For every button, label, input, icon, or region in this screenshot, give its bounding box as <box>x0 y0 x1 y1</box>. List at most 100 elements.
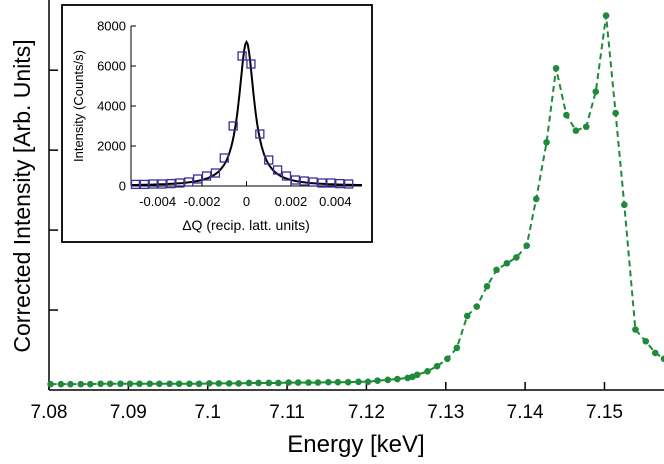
inset-data-point <box>139 179 149 190</box>
main-data-point <box>86 380 94 388</box>
inset-data-point <box>184 177 194 187</box>
main-data-point <box>255 379 262 387</box>
main-data-point <box>126 380 134 388</box>
inset-data-point <box>317 178 327 188</box>
inset-y-axis-label: Intensity (Counts/s) <box>71 50 86 162</box>
main-data-point <box>285 379 292 386</box>
main-data-point <box>235 380 242 387</box>
main-data-point <box>294 379 302 386</box>
inset-data-point <box>210 168 221 178</box>
main-data-point <box>265 379 273 387</box>
main-data-point <box>334 378 342 386</box>
inset-axis-ticks: -0.004 -0.002 0 0.002 0.004 0 2000 4000 6000 8000 <box>97 19 352 210</box>
main-data-point <box>117 380 124 388</box>
inset-data-point <box>201 171 212 181</box>
main-data-point <box>473 303 481 310</box>
main-data-point <box>543 139 550 146</box>
main-data-point <box>97 380 104 388</box>
main-data-point <box>314 379 322 386</box>
inset-data-point <box>246 59 256 69</box>
main-axis-ticks: 7.08 7.09 7.1 7.11 7.12 7.13 7.14 7.15 <box>31 69 623 423</box>
main-data-point <box>205 380 213 387</box>
main-y-axis-label: Corrected Intensity [Arb. Units] <box>9 39 35 352</box>
inset-x-tick-label: 0.004 <box>319 194 352 209</box>
inset-y-tick-label: 6000 <box>97 59 126 74</box>
inset-y-tick-label: 8000 <box>97 19 126 34</box>
main-data-point <box>433 362 441 370</box>
inset-y-tick-label: 4000 <box>97 99 126 114</box>
main-data-point <box>305 379 312 386</box>
main-data-point <box>394 375 401 383</box>
inset-frame <box>61 4 373 243</box>
main-x-tick-label: 7.09 <box>110 402 147 423</box>
main-data-point <box>463 312 471 320</box>
inset-data-point <box>264 155 274 165</box>
inset-data-point <box>290 175 301 185</box>
inset-x-tick-label: 0.002 <box>275 194 308 209</box>
inset-data-point <box>228 121 238 131</box>
inset-data-point <box>157 179 167 189</box>
inset-data-point <box>130 179 141 190</box>
main-data-point <box>195 380 203 388</box>
inset-data-point <box>335 178 345 189</box>
main-data-point <box>552 64 560 72</box>
main-data-point <box>453 344 461 352</box>
main-series-line <box>50 15 664 386</box>
inset-data-point <box>326 178 336 188</box>
main-data-point <box>275 379 282 387</box>
main-data-point <box>532 195 540 203</box>
main-data-point <box>47 380 54 388</box>
inset-data-point <box>281 171 292 181</box>
main-data-point <box>493 266 500 274</box>
main-data-point <box>374 377 381 384</box>
main-data-point <box>651 349 659 357</box>
main-data-point <box>413 371 421 379</box>
main-data-point <box>344 378 352 386</box>
main-data-point <box>483 282 491 290</box>
inset-data-point <box>148 179 158 189</box>
main-data-point <box>225 380 233 387</box>
inset-data-point <box>166 178 176 189</box>
main-data-point <box>77 380 85 388</box>
main-data-point <box>67 380 74 388</box>
main-series-layer <box>47 12 664 388</box>
main-data-point <box>186 380 193 388</box>
inset-y-tick-label: 2000 <box>97 139 126 154</box>
inset-data-point <box>344 179 354 189</box>
main-data-point <box>563 111 570 119</box>
main-data-point <box>106 380 114 388</box>
main-data-point <box>166 380 173 388</box>
main-data-point <box>136 380 143 388</box>
main-data-point <box>642 337 650 345</box>
inset-x-tick-label: -0.004 <box>139 194 176 209</box>
inset-fit-curve <box>130 39 363 187</box>
main-data-point <box>621 201 628 209</box>
main-x-tick-label: 7.12 <box>348 402 385 423</box>
main-data-point <box>325 378 332 386</box>
main-data-point <box>592 88 600 95</box>
inset-data-point <box>255 129 265 139</box>
main-data-point <box>424 367 431 375</box>
inset-data-point <box>192 174 203 184</box>
main-x-tick-label: 7.11 <box>269 402 305 423</box>
main-data-point <box>146 380 154 388</box>
main-data-point <box>632 326 639 333</box>
main-x-axis-label: Energy [keV] <box>287 431 424 458</box>
main-data-point <box>612 109 619 117</box>
main-data-point <box>572 127 580 134</box>
inset-data-point <box>272 165 283 175</box>
main-data-point <box>215 380 223 387</box>
main-data-point <box>175 380 183 388</box>
main-x-tick-label: 7.15 <box>586 402 623 423</box>
main-data-point <box>156 380 163 388</box>
inset-data-point <box>237 51 247 61</box>
inset-y-tick-label: 0 <box>119 179 126 194</box>
inset-data-point <box>219 153 229 163</box>
main-x-tick-label: 7.14 <box>507 402 544 423</box>
main-x-tick-label: 7.1 <box>194 402 220 423</box>
main-data-point <box>444 355 451 363</box>
inset-data-point <box>308 177 318 187</box>
main-data-point <box>384 376 392 384</box>
inset-data-point <box>299 176 309 186</box>
